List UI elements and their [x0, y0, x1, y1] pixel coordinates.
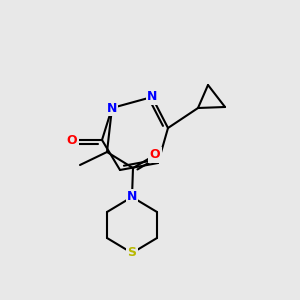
Text: O: O: [67, 134, 77, 146]
Text: N: N: [107, 101, 117, 115]
Text: S: S: [128, 247, 136, 260]
Text: O: O: [150, 148, 160, 161]
Text: N: N: [127, 190, 137, 203]
Text: N: N: [147, 91, 157, 103]
